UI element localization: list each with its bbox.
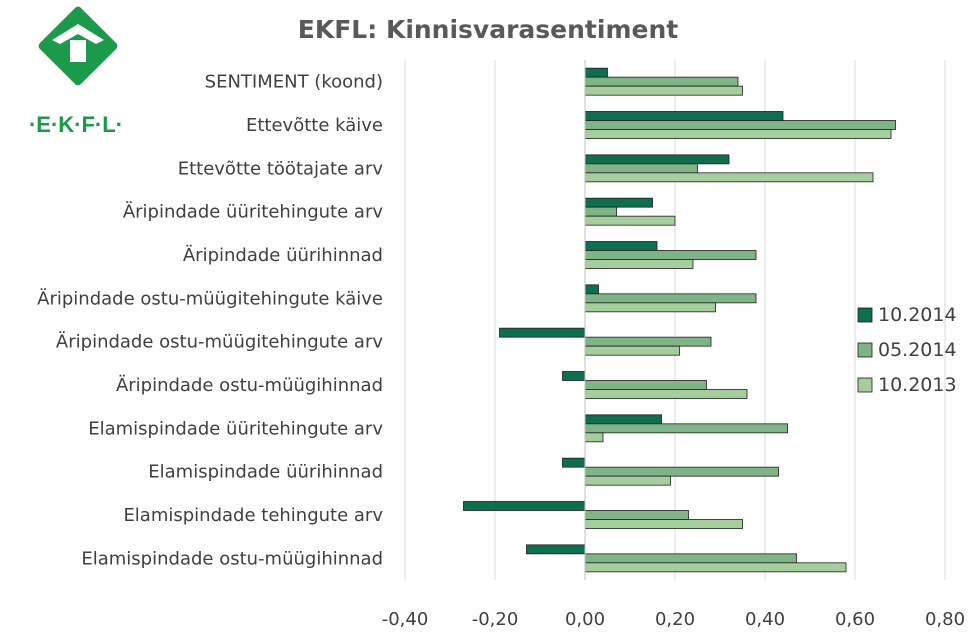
legend-label: 05.2014 xyxy=(878,339,957,361)
ekfl-logo: ·E·K·F·L· xyxy=(29,6,123,137)
bar xyxy=(584,475,671,486)
category-label: Äripindade üürihinnad xyxy=(183,245,383,266)
bar xyxy=(584,215,676,226)
legend-label: 10.2014 xyxy=(878,304,957,326)
bar xyxy=(584,85,743,96)
x-tick-label: 0,20 xyxy=(655,609,695,630)
bar xyxy=(584,111,784,121)
bar xyxy=(499,327,586,338)
bar xyxy=(584,466,779,477)
legend-label: 10.2013 xyxy=(878,374,957,396)
category-label: Elamispindade tehingute arv xyxy=(123,505,383,526)
category-label: Äripindade üüritehingute arv xyxy=(123,202,384,223)
x-tick-label: 0,60 xyxy=(835,609,875,630)
x-tick-label: 0,80 xyxy=(925,609,965,630)
bar xyxy=(584,206,617,217)
x-tick-label: 0,00 xyxy=(565,609,605,630)
bar xyxy=(584,284,599,295)
bar xyxy=(584,432,604,443)
bar xyxy=(562,371,586,381)
bar xyxy=(584,241,658,251)
bar xyxy=(584,259,694,269)
category-label: Elamispindade ostu-müügihinnad xyxy=(81,548,383,569)
category-label: Ettevõtte käive xyxy=(246,115,383,136)
category-labels: SENTIMENT (koond) Ettevõtte käive Ettevõtt… xyxy=(37,72,383,570)
bar xyxy=(584,154,730,165)
bar xyxy=(584,414,662,425)
bar xyxy=(463,501,586,511)
bar xyxy=(562,457,586,468)
bar xyxy=(584,389,748,399)
bar xyxy=(584,293,757,304)
x-tick-label: -0,20 xyxy=(472,609,519,630)
bar xyxy=(584,197,653,208)
bar xyxy=(584,553,797,564)
category-label: Ettevõtte töötajate arv xyxy=(178,158,384,179)
bar xyxy=(584,562,847,573)
bar xyxy=(584,380,707,390)
bar xyxy=(584,510,689,520)
chart-title: EKFL: Kinnisvarasentiment xyxy=(298,15,678,44)
x-tick-label: -0,40 xyxy=(382,609,429,630)
bar xyxy=(584,129,892,139)
legend-swatch xyxy=(857,342,873,358)
legend: 10.2014 05.2014 10.2013 xyxy=(857,304,957,396)
logo-text: ·E·K·F·L· xyxy=(29,112,123,137)
bar xyxy=(584,336,712,347)
bar xyxy=(584,345,680,356)
category-label: Elamispindade üüritehingute arv xyxy=(88,418,383,439)
bar xyxy=(584,172,874,183)
bar xyxy=(584,163,698,174)
category-label: Äripindade ostu-müügihinnad xyxy=(116,375,383,396)
category-label: SENTIMENT (koond) xyxy=(205,72,383,93)
bar xyxy=(584,302,716,313)
x-tick-label: 0,40 xyxy=(745,609,785,630)
legend-swatch xyxy=(857,307,873,323)
legend-swatch xyxy=(857,377,873,393)
x-tick-labels: -0,40 -0,20 0,00 0,20 0,40 0,60 0,80 xyxy=(382,609,965,630)
bar xyxy=(584,519,743,529)
bars xyxy=(463,67,896,573)
bar xyxy=(584,250,757,260)
category-label: Elamispindade üürihinnad xyxy=(148,462,383,483)
bar xyxy=(526,544,586,555)
logo-hammer-icon xyxy=(52,24,104,62)
bar xyxy=(584,423,788,434)
bar xyxy=(584,76,739,87)
category-label: Äripindade ostu-müügitehingute arv xyxy=(56,332,383,353)
category-label: Äripindade ostu-müügitehingute käive xyxy=(37,288,383,309)
bar xyxy=(584,67,608,78)
bar xyxy=(584,120,896,130)
